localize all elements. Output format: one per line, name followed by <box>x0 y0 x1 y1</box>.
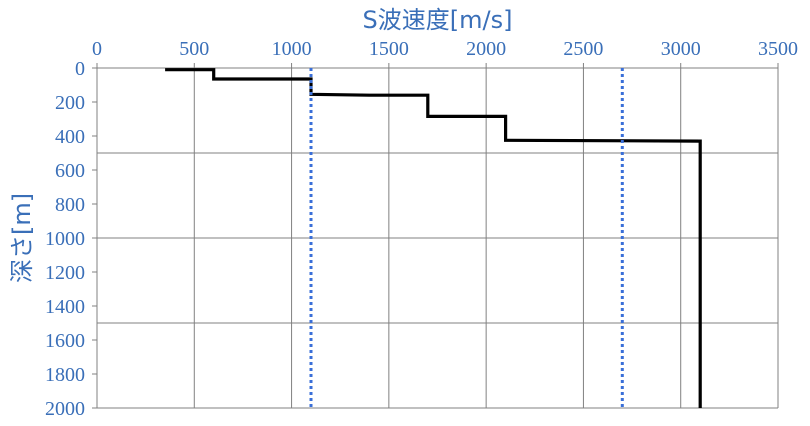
x-tick-label: 1000 <box>272 38 312 60</box>
x-tick-label: 2000 <box>466 38 506 60</box>
x-tick-label: 2500 <box>563 38 603 60</box>
y-tick-label: 800 <box>55 194 85 216</box>
velocity-profile-line <box>165 68 702 408</box>
series-group <box>165 68 702 408</box>
y-tick-label: 600 <box>55 160 85 182</box>
y-tick-label: 1000 <box>45 228 85 250</box>
y-tick-label: 200 <box>55 92 85 114</box>
x-tick-label: 3000 <box>661 38 701 60</box>
y-tick-label: 2000 <box>45 398 85 420</box>
x-tick-label: 0 <box>92 38 102 60</box>
tick-labels: 0 500 1000 1500 2000 2500 3000 3500 0 200 400 600 80… <box>45 38 798 420</box>
x-axis-title: S波速度[m/s] <box>363 6 513 34</box>
y-tick-label: 0 <box>75 58 85 80</box>
y-tick-label: 1400 <box>45 296 85 318</box>
y-tick-label: 1600 <box>45 330 85 352</box>
y-tick-label: 1800 <box>45 364 85 386</box>
y-tick-label: 400 <box>55 126 85 148</box>
y-tick-label: 1200 <box>45 262 85 284</box>
y-axis-title: 深さ[m] <box>8 193 36 283</box>
x-tick-label: 500 <box>179 38 209 60</box>
x-tick-label: 1500 <box>369 38 409 60</box>
x-tick-label: 3500 <box>758 38 798 60</box>
grid <box>92 63 779 409</box>
